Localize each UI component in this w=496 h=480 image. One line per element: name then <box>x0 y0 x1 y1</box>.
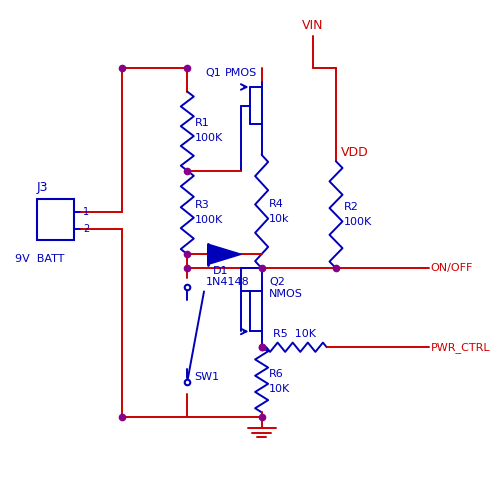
Text: 9V  BATT: 9V BATT <box>15 254 64 264</box>
Text: 100K: 100K <box>195 215 223 225</box>
Text: R1: R1 <box>195 118 209 128</box>
Text: Q2: Q2 <box>269 277 285 287</box>
Text: 100K: 100K <box>343 217 372 227</box>
Text: 10K: 10K <box>269 384 290 394</box>
Text: ON/OFF: ON/OFF <box>431 263 473 273</box>
Text: PWR_CTRL: PWR_CTRL <box>431 342 491 353</box>
Polygon shape <box>208 244 241 264</box>
Text: R4: R4 <box>269 199 284 209</box>
Text: J3: J3 <box>37 181 48 194</box>
Text: D1: D1 <box>213 266 229 276</box>
Text: 1: 1 <box>83 207 89 217</box>
Text: VIN: VIN <box>302 19 323 32</box>
Text: 1N4148: 1N4148 <box>206 277 249 287</box>
Bar <box>37 199 74 240</box>
Text: NMOS: NMOS <box>269 289 303 299</box>
Text: R5  10K: R5 10K <box>273 329 316 339</box>
Text: 2: 2 <box>83 224 89 234</box>
Text: R2: R2 <box>343 202 358 212</box>
Text: 100K: 100K <box>195 133 223 143</box>
Text: Q1: Q1 <box>206 68 222 78</box>
Text: PMOS: PMOS <box>225 68 257 78</box>
Text: SW1: SW1 <box>195 372 220 382</box>
Text: R6: R6 <box>269 369 284 379</box>
Text: R3: R3 <box>195 200 209 210</box>
Text: VDD: VDD <box>341 145 369 158</box>
Text: 10k: 10k <box>269 214 290 224</box>
